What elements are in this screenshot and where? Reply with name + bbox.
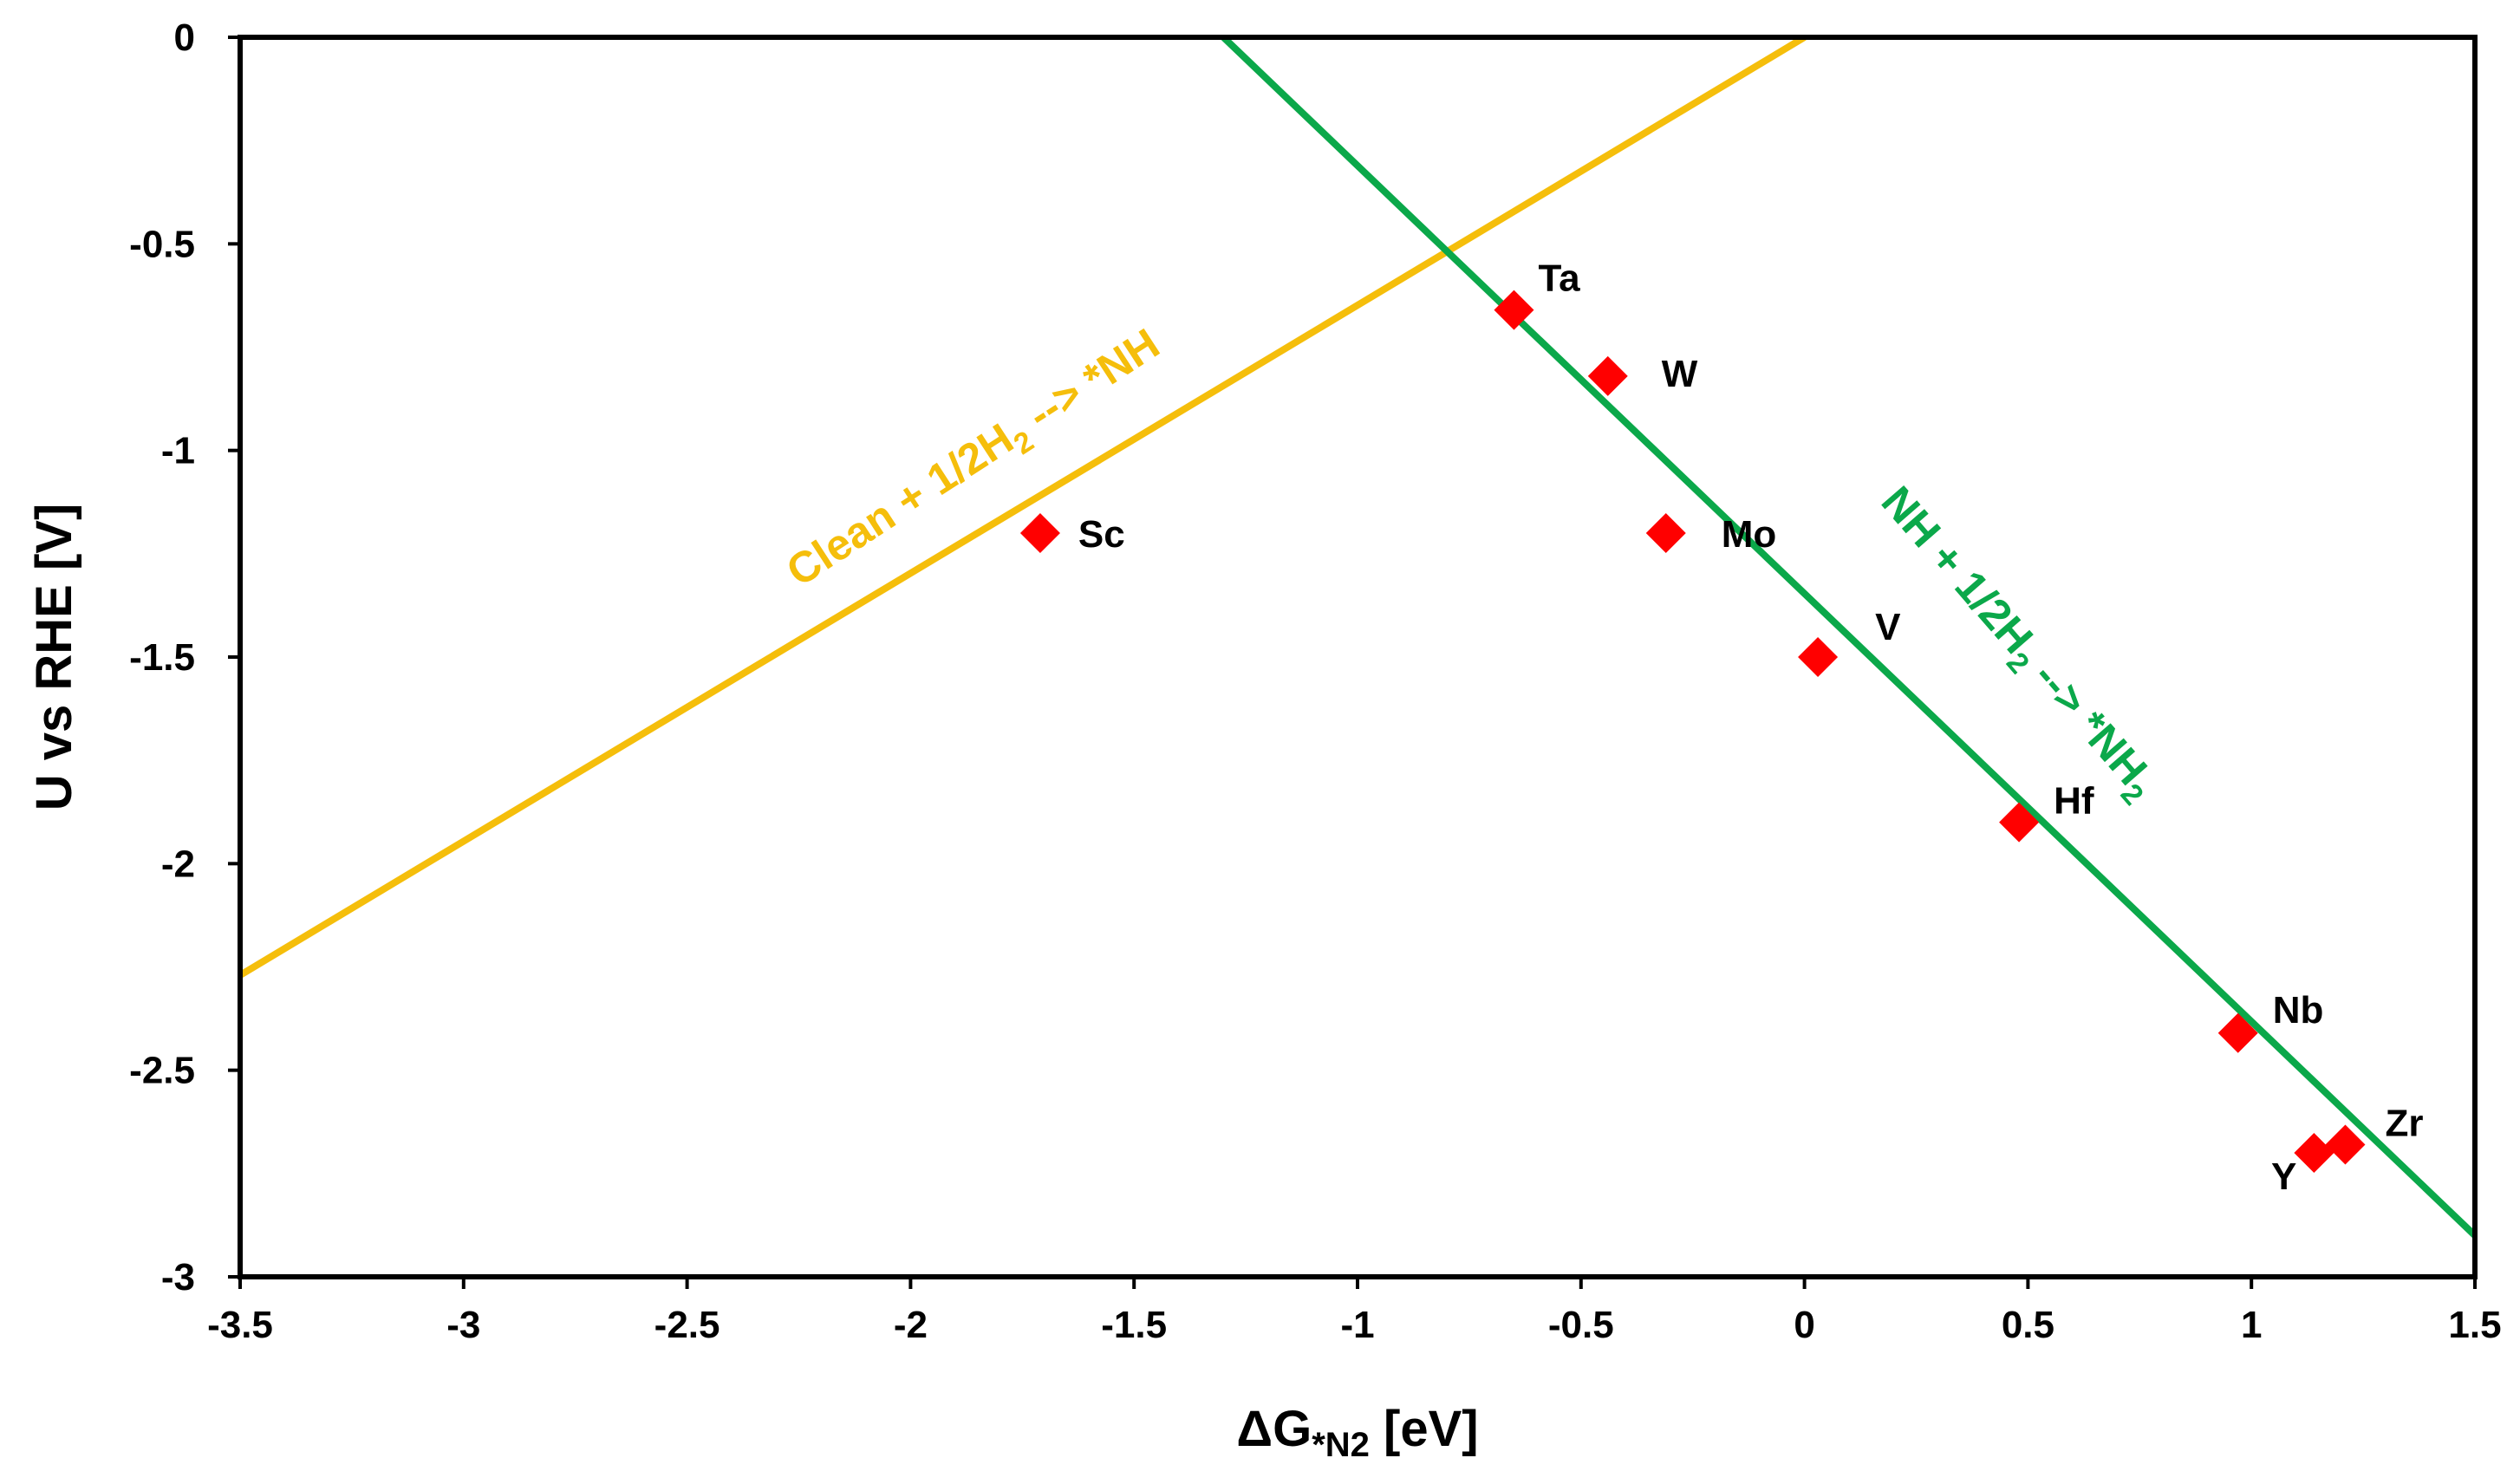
data-point-hf [1999, 802, 2040, 843]
data-point-zr [2325, 1124, 2366, 1165]
x-tick-label: -3 [446, 1304, 480, 1346]
y-axis-title: U vs RHE [V] [26, 504, 82, 811]
y-tick-label: -2 [161, 843, 195, 885]
x-tick-label: 1.5 [2448, 1304, 2501, 1346]
x-tick-label: -2.5 [654, 1304, 720, 1346]
data-point-nb [2217, 1012, 2258, 1053]
x-tick-label: 1 [2241, 1304, 2262, 1346]
line-label-nh-tail: --> *NH [2016, 643, 2157, 794]
y-tick-label: -3 [161, 1256, 195, 1298]
data-point-mo [1645, 513, 1686, 553]
x-axis-title-subscript: *N2 [1312, 1426, 1370, 1464]
x-tick-label: -1 [1340, 1304, 1374, 1346]
y-tick-label: -0.5 [129, 223, 195, 265]
line-nh [1221, 37, 2475, 1239]
point-label-v: V [1875, 606, 1901, 648]
y-tick-label: 0 [174, 16, 195, 59]
point-label-mo: Mo [1722, 513, 1777, 556]
plot-frame [238, 35, 2478, 1279]
point-label-y: Y [2271, 1155, 2296, 1198]
x-tick-label: 0 [1794, 1304, 1814, 1346]
x-axis-title: ΔG*N2 [eV] [1236, 1401, 1478, 1464]
x-tick-label: -3.5 [207, 1304, 273, 1346]
y-tick-label: -1.5 [129, 636, 195, 679]
data-points: Ta W Sc Mo V Hf Nb Y Zr [1019, 257, 2423, 1198]
data-point-ta [1494, 290, 1534, 330]
data-point-w [1587, 355, 1628, 396]
trend-lines [240, 37, 2475, 1239]
line-label-clean: Clean + 1/2H2 --> *NH [778, 319, 1171, 602]
point-label-sc: Sc [1078, 513, 1125, 556]
line-label-clean-tail: --> *NH [1009, 319, 1168, 446]
point-label-hf: Hf [2054, 780, 2094, 823]
point-label-ta: Ta [1538, 257, 1580, 300]
point-label-w: W [1662, 353, 1698, 395]
x-axis-title-suffix: [eV] [1370, 1401, 1479, 1457]
data-point-sc [1019, 513, 1060, 553]
line-label-nh: NH + 1/2H2 --> *NH2 [1866, 477, 2167, 811]
y-tick-label: -2.5 [129, 1050, 195, 1092]
x-tick-label: -2 [894, 1304, 928, 1346]
line-clean [240, 37, 1807, 979]
x-tick-label: -1.5 [1101, 1304, 1167, 1346]
point-label-nb: Nb [2273, 989, 2324, 1032]
x-axis-title-prefix: ΔG [1236, 1401, 1312, 1457]
y-tick-label: -1 [161, 430, 195, 472]
data-point-v [1798, 637, 1839, 677]
point-label-zr: Zr [2385, 1102, 2423, 1144]
axis-ticks: -3.5 -3 -2.5 -2 -1.5 -1 -0.5 0 0.5 1 1.5 0 -0.5 -1 -1.… [129, 16, 2501, 1346]
line-label-clean-main: Clean + 1/2H [778, 414, 1021, 596]
data-point-y [2294, 1133, 2334, 1173]
x-tick-label: 0.5 [2002, 1304, 2054, 1346]
x-tick-label: -0.5 [1548, 1304, 1614, 1346]
